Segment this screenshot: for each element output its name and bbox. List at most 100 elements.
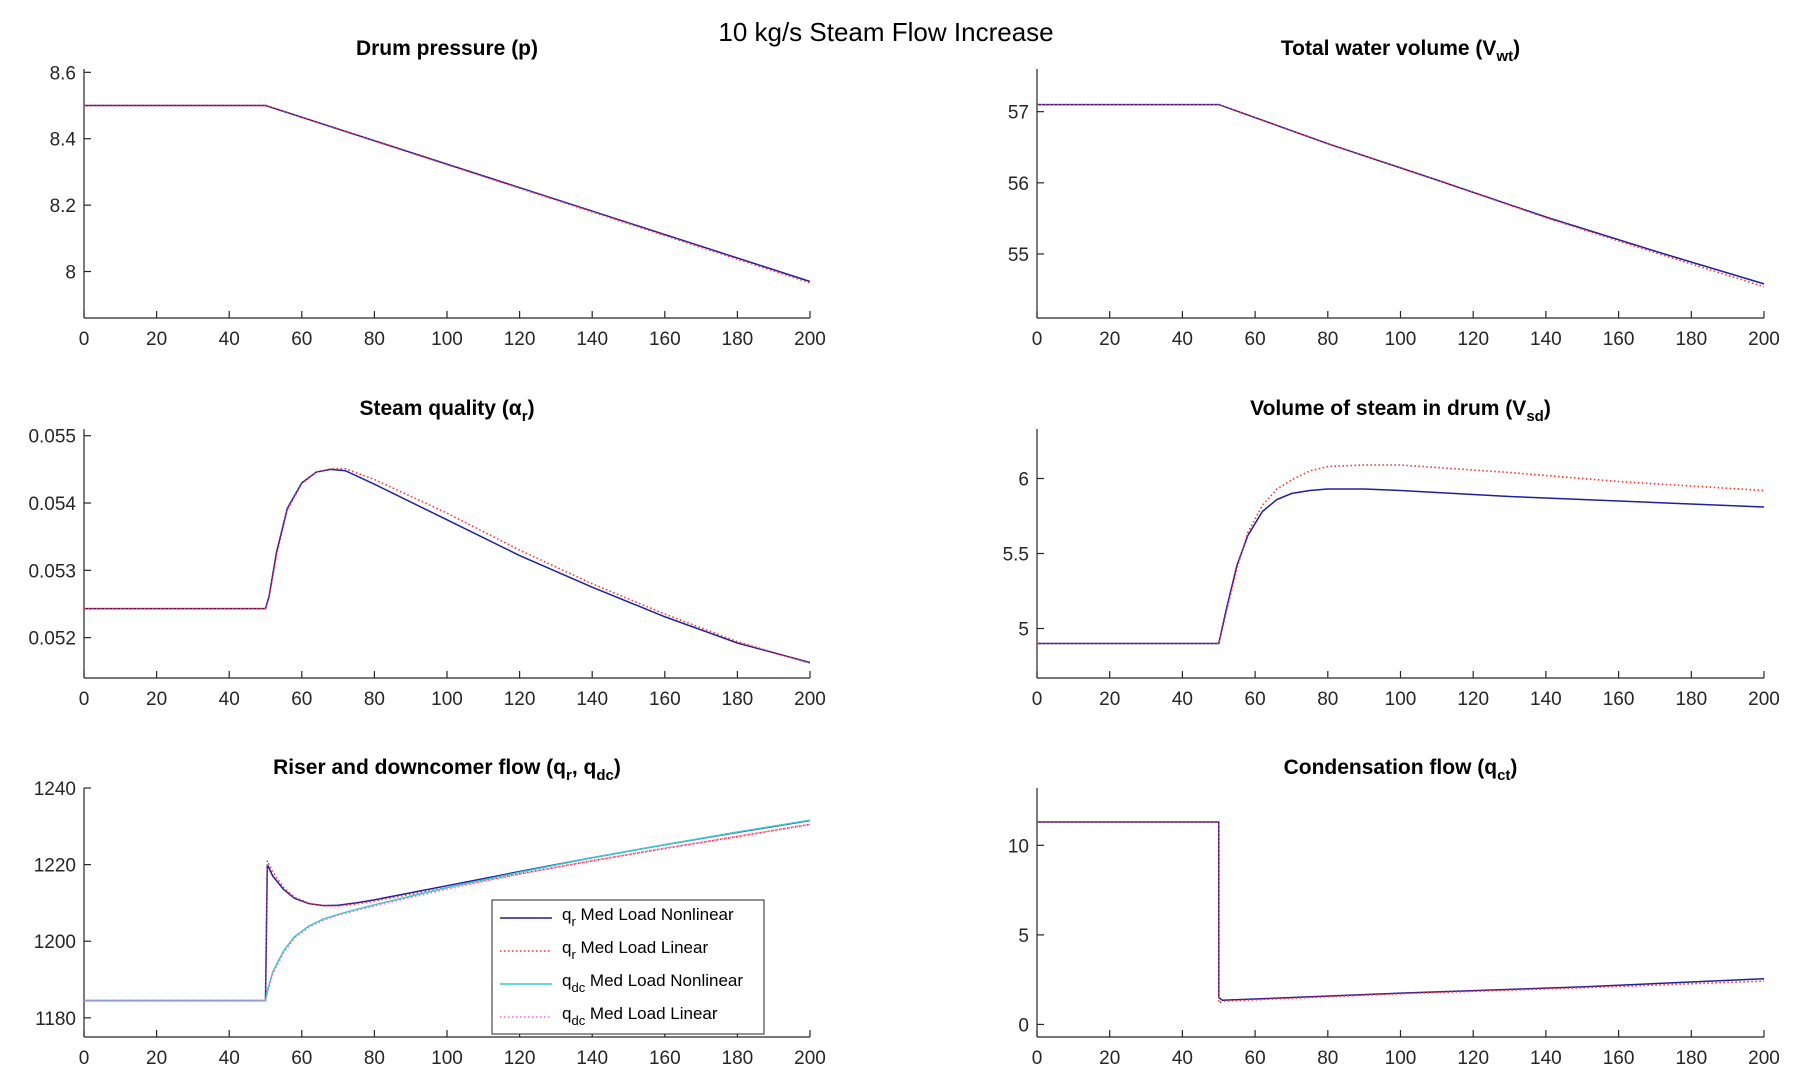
x-tick-label: 0 xyxy=(79,329,90,350)
x-tick-label: 60 xyxy=(1245,1048,1266,1069)
subplot-6: Condensation flow (qct)0 20 40 60 80 100 120 14… xyxy=(1008,756,1780,1069)
y-tick-label: 5.5 xyxy=(1003,545,1029,566)
subplot-title-end: ) xyxy=(1544,397,1551,420)
legend-entry: qdc Med Load Nonlinear xyxy=(562,971,743,995)
x-tick-label: 100 xyxy=(1385,689,1417,710)
figure-title: 10 kg/s Steam Flow Increase xyxy=(718,17,1053,47)
subplot-title-subscript: r xyxy=(566,767,572,784)
x-tick-label: 100 xyxy=(431,329,463,350)
legend-symbol: q xyxy=(562,971,571,990)
x-tick-label: 20 xyxy=(146,329,167,350)
legend-label: Med Load Linear xyxy=(576,938,709,957)
x-tick-label: 200 xyxy=(794,1048,826,1069)
x-tick-label: 200 xyxy=(1748,329,1780,350)
subplot-5: Riser and downcomer flow (qr, qdc)0 20 40 6… xyxy=(34,756,826,1069)
subplot-1: Drum pressure (p) 0 20 40 60 80 100 120 140 160 18… xyxy=(50,37,826,350)
x-tick-label: 200 xyxy=(1748,689,1780,710)
x-tick-label: 180 xyxy=(722,689,754,710)
series-line-linear xyxy=(1037,103,1765,288)
subplot-title-end: ) xyxy=(1513,37,1520,60)
x-tick-label: 0 xyxy=(79,689,90,710)
y-tick-label: 56 xyxy=(1008,174,1029,195)
x-tick-label: 60 xyxy=(291,689,312,710)
x-tick-label: 180 xyxy=(1675,689,1707,710)
x-tick-label: 40 xyxy=(1172,689,1193,710)
y-tick-label: 8.2 xyxy=(50,196,76,217)
legend-entry: qr Med Load Linear xyxy=(562,938,708,962)
x-tick-label: 160 xyxy=(649,1048,681,1069)
subplot-title-main: Volume of steam in drum (V xyxy=(1250,397,1526,420)
y-tick-label: 1180 xyxy=(35,1009,76,1030)
x-tick-label: 80 xyxy=(1317,689,1338,710)
y-tick-label: 5 xyxy=(1018,620,1029,641)
subplot-title-mid: , q xyxy=(572,756,597,779)
x-tick-label: 80 xyxy=(1317,1048,1338,1069)
x-tick-label: 0 xyxy=(79,1048,90,1069)
x-tick-label: 100 xyxy=(1385,1048,1417,1069)
y-tick-label: 57 xyxy=(1008,103,1029,124)
legend-label: Med Load Nonlinear xyxy=(585,971,743,990)
legend-symbol: q xyxy=(562,1004,571,1023)
series-line-nonlinear xyxy=(1037,821,1765,1002)
subplot-4: Volume of steam in drum (Vsd) 0 20 40 60 80 10… xyxy=(1003,397,1780,710)
x-tick-label: 20 xyxy=(146,1048,167,1069)
legend-subscript: dc xyxy=(571,980,585,995)
y-tick-label: 1220 xyxy=(34,856,76,877)
x-tick-label: 0 xyxy=(1032,689,1043,710)
y-tick-label: 1200 xyxy=(34,932,76,953)
x-tick-label: 160 xyxy=(1603,329,1635,350)
x-tick-label: 60 xyxy=(291,329,312,350)
x-tick-label: 200 xyxy=(794,689,826,710)
x-tick-label: 120 xyxy=(1457,1048,1489,1069)
x-tick-label: 40 xyxy=(219,1048,240,1069)
x-tick-label: 20 xyxy=(1099,689,1120,710)
subplot-title-subscript: sd xyxy=(1526,408,1544,425)
y-tick-label: 55 xyxy=(1008,245,1029,266)
subplot-title-end: ) xyxy=(1510,756,1517,779)
x-tick-label: 160 xyxy=(649,329,681,350)
subplot-title-subscript: ct xyxy=(1497,767,1510,784)
x-tick-label: 100 xyxy=(431,1048,463,1069)
series-line-linear xyxy=(84,823,811,1002)
x-tick-label: 20 xyxy=(146,689,167,710)
legend-box xyxy=(491,899,765,1035)
x-tick-label: 80 xyxy=(364,689,385,710)
y-tick-label: 5 xyxy=(1018,926,1029,947)
y-tick-label: 10 xyxy=(1008,836,1029,857)
x-tick-label: 60 xyxy=(1245,689,1266,710)
x-tick-label: 160 xyxy=(1603,689,1635,710)
subplot-title-main: Condensation flow (q xyxy=(1284,756,1497,779)
x-tick-label: 180 xyxy=(1675,1048,1707,1069)
subplot-title-main: Riser and downcomer flow (q xyxy=(273,756,566,779)
x-tick-label: 80 xyxy=(364,329,385,350)
legend-label: Med Load Nonlinear xyxy=(576,905,734,924)
series-line-nonlinear xyxy=(1037,488,1765,645)
x-tick-label: 180 xyxy=(722,329,754,350)
x-tick-label: 200 xyxy=(1748,1048,1780,1069)
y-tick-label: 0.055 xyxy=(28,427,76,448)
x-tick-label: 80 xyxy=(364,1048,385,1069)
x-tick-label: 140 xyxy=(1530,689,1562,710)
x-tick-label: 60 xyxy=(291,1048,312,1069)
y-tick-label: 8.6 xyxy=(50,63,76,84)
subplot-3: Steam quality (αr) 0 20 40 60 80 100 120 140 160 1… xyxy=(28,397,825,710)
x-tick-label: 180 xyxy=(722,1048,754,1069)
x-tick-label: 0 xyxy=(1032,1048,1043,1069)
subplot-title: Drum pressure (p) xyxy=(356,37,538,60)
subplot-title-end: ) xyxy=(528,397,535,420)
series-line-linear xyxy=(1037,464,1765,645)
legend-subscript: dc xyxy=(571,1013,585,1028)
x-tick-label: 140 xyxy=(576,329,608,350)
legend-entry: qr Med Load Nonlinear xyxy=(562,905,734,929)
y-tick-label: 8 xyxy=(65,263,76,284)
subplot-title: Condensation flow (qct) xyxy=(1284,756,1518,784)
legend-symbol: q xyxy=(562,938,571,957)
series-line-linear xyxy=(84,104,811,284)
y-tick-label: 8.4 xyxy=(50,130,77,151)
series-line-linear xyxy=(84,467,811,664)
subplot-title-subscript: r xyxy=(522,408,528,425)
x-tick-label: 40 xyxy=(1172,1048,1193,1069)
subplot-title: Steam quality (αr) xyxy=(359,397,534,425)
